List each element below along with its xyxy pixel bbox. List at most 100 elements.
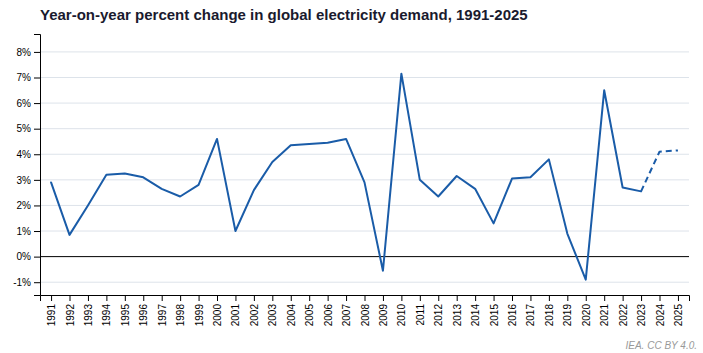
x-tick-mark: [438, 295, 439, 301]
x-tick-label: 1995: [120, 304, 131, 327]
grid-line: [40, 231, 689, 232]
x-tick-mark: [660, 295, 661, 301]
y-axis: -1%0%1%2%3%4%5%6%7%8%: [13, 35, 40, 296]
x-tick-mark: [217, 295, 218, 301]
grid-line: [40, 103, 689, 104]
y-tick: 1%: [17, 226, 40, 237]
y-tick: 4%: [17, 149, 40, 160]
x-tick: 1995: [120, 295, 131, 326]
x-tick-mark: [254, 295, 255, 301]
y-tick: 6%: [17, 98, 40, 109]
y-tick-mark: [34, 52, 40, 53]
x-tick-mark: [549, 295, 550, 301]
y-tick-mark: [34, 257, 40, 258]
x-tick: 1991: [46, 295, 57, 326]
x-tick: 1999: [194, 295, 205, 326]
x-tick-label: 2000: [212, 304, 223, 327]
x-tick: 2009: [378, 295, 389, 326]
x-tick-label: 1998: [175, 304, 186, 327]
x-tick: 1993: [83, 295, 94, 326]
x-tick-mark: [567, 295, 568, 301]
x-tick-mark: [586, 295, 587, 301]
x-tick-label: 2022: [618, 304, 629, 327]
y-tick-label: 3%: [17, 175, 32, 186]
x-tick-label: 2009: [378, 304, 389, 327]
x-tick: 2010: [396, 295, 407, 326]
x-tick-label: 2020: [581, 304, 592, 327]
x-tick-mark: [70, 295, 71, 301]
grid-line: [40, 128, 689, 129]
x-tick: 1996: [138, 295, 149, 326]
y-tick-label: 7%: [17, 72, 32, 83]
x-tick-label: 2021: [599, 304, 610, 327]
x-tick-label: 2016: [507, 304, 518, 327]
x-tick-mark: [457, 295, 458, 301]
x-tick-mark: [88, 295, 89, 301]
x-tick: 2006: [323, 295, 334, 326]
x-tick-mark: [365, 295, 366, 301]
x-tick: 1994: [101, 295, 112, 326]
y-tick-label: 5%: [17, 123, 32, 134]
x-tick-mark: [199, 295, 200, 301]
x-tick-label: 2017: [525, 304, 536, 327]
y-tick-mark: [34, 78, 40, 79]
x-tick: 2008: [360, 295, 371, 326]
grid-line: [40, 205, 689, 206]
x-tick-label: 2004: [286, 304, 297, 327]
x-tick: 2002: [249, 295, 260, 326]
x-tick-label: 1996: [138, 304, 149, 327]
y-tick-label: 1%: [17, 226, 32, 237]
x-tick-mark: [162, 295, 163, 301]
y-tick-label: 4%: [17, 149, 32, 160]
x-tick-label: 1992: [65, 304, 76, 327]
x-tick: 2004: [286, 295, 297, 326]
x-tick-label: 1999: [194, 304, 205, 327]
chart-container: Year-on-year percent change in global el…: [0, 0, 703, 353]
x-tick-label: 2002: [249, 304, 260, 327]
y-tick: 8%: [17, 47, 40, 58]
zero-line: [40, 256, 689, 257]
x-tick-label: 2013: [452, 304, 463, 327]
x-tick-mark: [328, 295, 329, 301]
x-tick-mark: [272, 295, 273, 301]
x-tick-mark: [512, 295, 513, 301]
x-tick-mark: [678, 295, 679, 301]
x-tick-mark: [401, 295, 402, 301]
x-tick: 2007: [341, 295, 352, 326]
x-tick: 2020: [581, 295, 592, 326]
y-tick-mark: [34, 103, 40, 104]
series-line: [641, 150, 678, 191]
x-tick: 2001: [230, 295, 241, 326]
x-tick: 2021: [599, 295, 610, 326]
x-tick: 1997: [157, 295, 168, 326]
x-tick-label: 2003: [267, 304, 278, 327]
x-tick-label: 2023: [636, 304, 647, 327]
series-line: [51, 74, 641, 280]
x-tick-label: 2001: [230, 304, 241, 327]
x-tick: 1992: [65, 295, 76, 326]
x-tick: 2024: [655, 295, 666, 326]
y-tick-mark: [34, 231, 40, 232]
y-tick: 0%: [17, 251, 40, 262]
x-tick: 2025: [673, 295, 684, 326]
chart-svg: Year-on-year percent change in global el…: [0, 0, 703, 353]
y-tick-label: 0%: [17, 251, 32, 262]
x-tick-label: 2005: [304, 304, 315, 327]
x-tick: 2011: [415, 295, 426, 326]
x-tick-mark: [383, 295, 384, 301]
x-tick: 2013: [452, 295, 463, 326]
x-tick-mark: [420, 295, 421, 301]
x-tick-mark: [346, 295, 347, 301]
x-tick-mark: [641, 295, 642, 301]
x-tick: 2019: [562, 295, 573, 326]
x-tick-label: 2018: [544, 304, 555, 327]
x-tick: 2018: [544, 295, 555, 326]
y-tick: -1%: [13, 277, 40, 288]
x-tick: 2015: [489, 295, 500, 326]
x-tick-mark: [309, 295, 310, 301]
x-tick-label: 2011: [415, 304, 426, 326]
x-tick-label: 2007: [341, 304, 352, 327]
y-tick-label: 8%: [17, 47, 32, 58]
grid-line: [40, 282, 689, 283]
x-tick-mark: [235, 295, 236, 301]
